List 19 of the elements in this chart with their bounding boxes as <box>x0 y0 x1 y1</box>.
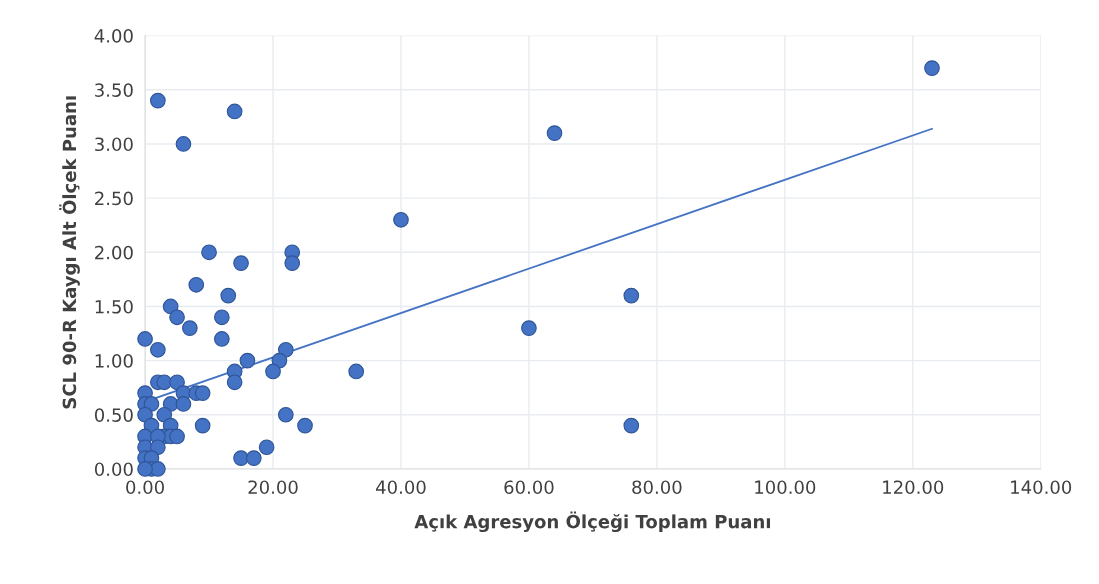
x-tick-label: 80.00 <box>632 480 682 495</box>
y-tick-label: 3.00 <box>95 137 133 152</box>
y-tick-label: 0.00 <box>94 462 133 477</box>
x-axis-title: Açık Agresyon Ölçeği Toplam Puanı <box>414 511 770 533</box>
x-tick-label: 100.00 <box>755 480 816 495</box>
y-tick-label: 0.50 <box>94 408 133 422</box>
y-tick-label: 3.50 <box>95 83 133 97</box>
y-tick-label: 2.50 <box>95 191 133 206</box>
y-axis-title: SCL 90-R Kaygı Alt Ölçek Puanı <box>59 96 80 409</box>
y-tick-label: 2.00 <box>95 245 133 260</box>
x-tick-label: 120.00 <box>883 480 944 495</box>
y-tick-label: 1.50 <box>95 299 133 314</box>
y-tick-label: 1.00 <box>95 354 133 368</box>
x-tick-label: 140.00 <box>1011 480 1072 495</box>
x-tick-label: 20.00 <box>248 480 298 495</box>
x-tick-label: 40.00 <box>376 480 426 495</box>
x-tick-label: 60.00 <box>504 480 554 495</box>
y-tick-label: 4.00 <box>94 29 133 43</box>
x-tick-label: 0.00 <box>126 480 164 495</box>
